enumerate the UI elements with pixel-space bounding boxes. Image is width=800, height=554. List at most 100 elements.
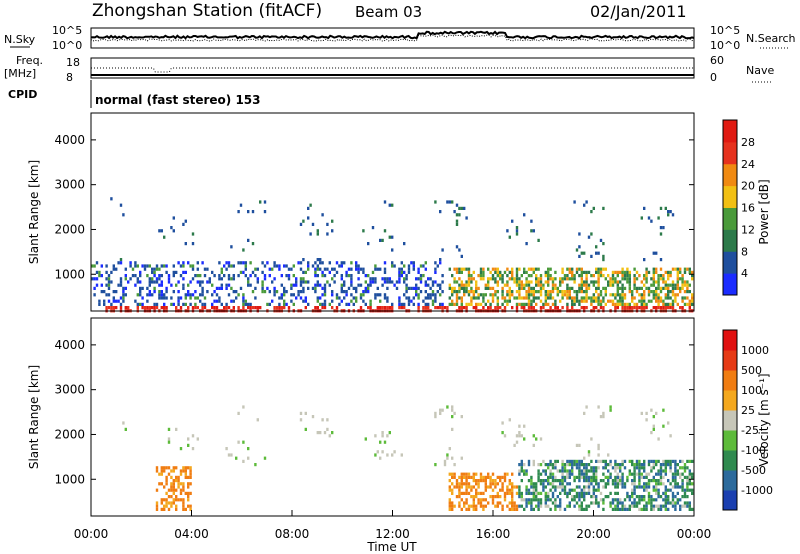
heatmap-cell [146,293,149,297]
heatmap-cell [431,280,435,284]
heatmap-cell [160,472,163,476]
heatmap-cell [638,482,641,486]
heatmap-cell [431,293,435,297]
heatmap-cell [323,299,327,303]
heatmap-cell [571,463,574,467]
heatmap-cell [323,283,327,287]
heatmap-cell [667,463,670,467]
heatmap-cell [611,293,615,297]
heatmap-cell [583,306,586,310]
heatmap-cell [182,283,185,287]
heatmap-cell [580,296,583,300]
heatmap-cell [259,306,262,310]
heatmap-cell [647,270,651,274]
heatmap-cell [453,411,456,415]
heatmap-cell [686,280,689,284]
heatmap-cell [153,267,156,271]
heatmap-cell [311,286,315,290]
heatmap-cell [640,216,643,220]
heatmap-cell [439,306,442,310]
heatmap-cell [556,504,559,508]
heatmap-cell [511,482,514,486]
heatmap-cell [167,440,171,444]
heatmap-cell [254,296,257,300]
heatmap-cell [467,290,471,294]
heatmap-cell [455,280,459,284]
heatmap-cell [662,280,665,284]
heatmap-cell [683,283,687,287]
heatmap-cell [489,286,492,290]
heatmap-cell [585,296,588,300]
heatmap-cell [643,488,646,492]
heatmap-cell [647,293,651,297]
heatmap-cell [650,466,653,470]
heatmap-cell [568,501,571,505]
heatmap-cell [223,274,226,278]
heatmap-cell [395,280,399,284]
heatmap-cell [530,504,533,508]
heatmap-cell [511,498,514,502]
heatmap-cell [350,274,353,278]
heatmap-cell [691,459,694,463]
heatmap-cell [688,472,691,476]
heatmap-cell [671,504,675,508]
heatmap-cell [458,491,461,495]
heatmap-cell [177,482,180,486]
heatmap-cell [645,507,648,511]
heatmap-cell [508,277,511,281]
heatmap-cell [177,479,180,483]
heatmap-cell [379,299,382,303]
heatmap-cell [453,280,456,284]
heatmap-cell [645,277,648,281]
heatmap-cell [494,485,497,489]
heatmap-cell [590,299,593,303]
heatmap-cell [527,299,531,303]
heatmap-cell [532,306,535,310]
heatmap-cell [655,459,658,463]
heatmap-cell [530,267,533,271]
heatmap-cell [645,267,648,271]
heatmap-cell [583,469,586,473]
heatmap-cell [225,267,228,271]
colorbar-segment [723,207,737,230]
heatmap-cell [621,286,624,290]
heatmap-cell [604,475,607,479]
heatmap-cell [275,264,279,268]
heatmap-cell [446,456,449,460]
heatmap-cell [671,280,675,284]
heatmap-cell [556,290,559,294]
heatmap-cell [275,290,279,294]
heatmap-cell [568,290,571,294]
heatmap-cell [597,405,600,409]
heatmap-cell [316,296,319,300]
heatmap-cell [463,472,466,476]
heatmap-cell [184,507,187,511]
heatmap-cell [170,296,173,300]
heatmap-cell [662,504,665,508]
heatmap-cell [343,290,346,294]
heatmap-cell [187,504,190,508]
heatmap-cell [515,267,519,271]
heatmap-cell [189,280,192,284]
heatmap-cell [311,415,315,419]
heatmap-cell [568,482,571,486]
colorbar-tick-label: -25 [741,424,759,437]
heatmap-cell [496,280,499,284]
heatmap-cell [580,495,583,499]
heatmap-cell [165,501,168,505]
heatmap-cell [652,424,655,428]
heatmap-cell [623,482,627,486]
heatmap-cell [487,475,490,479]
heatmap-cell [587,283,591,287]
heatmap-cell [105,270,108,274]
x-tick-label: 04:00 [174,527,209,541]
heatmap-cell [374,280,377,284]
heatmap-cell [107,274,111,278]
heatmap-cell [587,286,591,290]
heatmap-cell [453,210,456,214]
heatmap-cell [285,302,288,306]
heatmap-cell [583,411,586,415]
heatmap-cell [595,495,598,499]
heatmap-cell [91,277,94,281]
heatmap-cell [463,206,466,210]
